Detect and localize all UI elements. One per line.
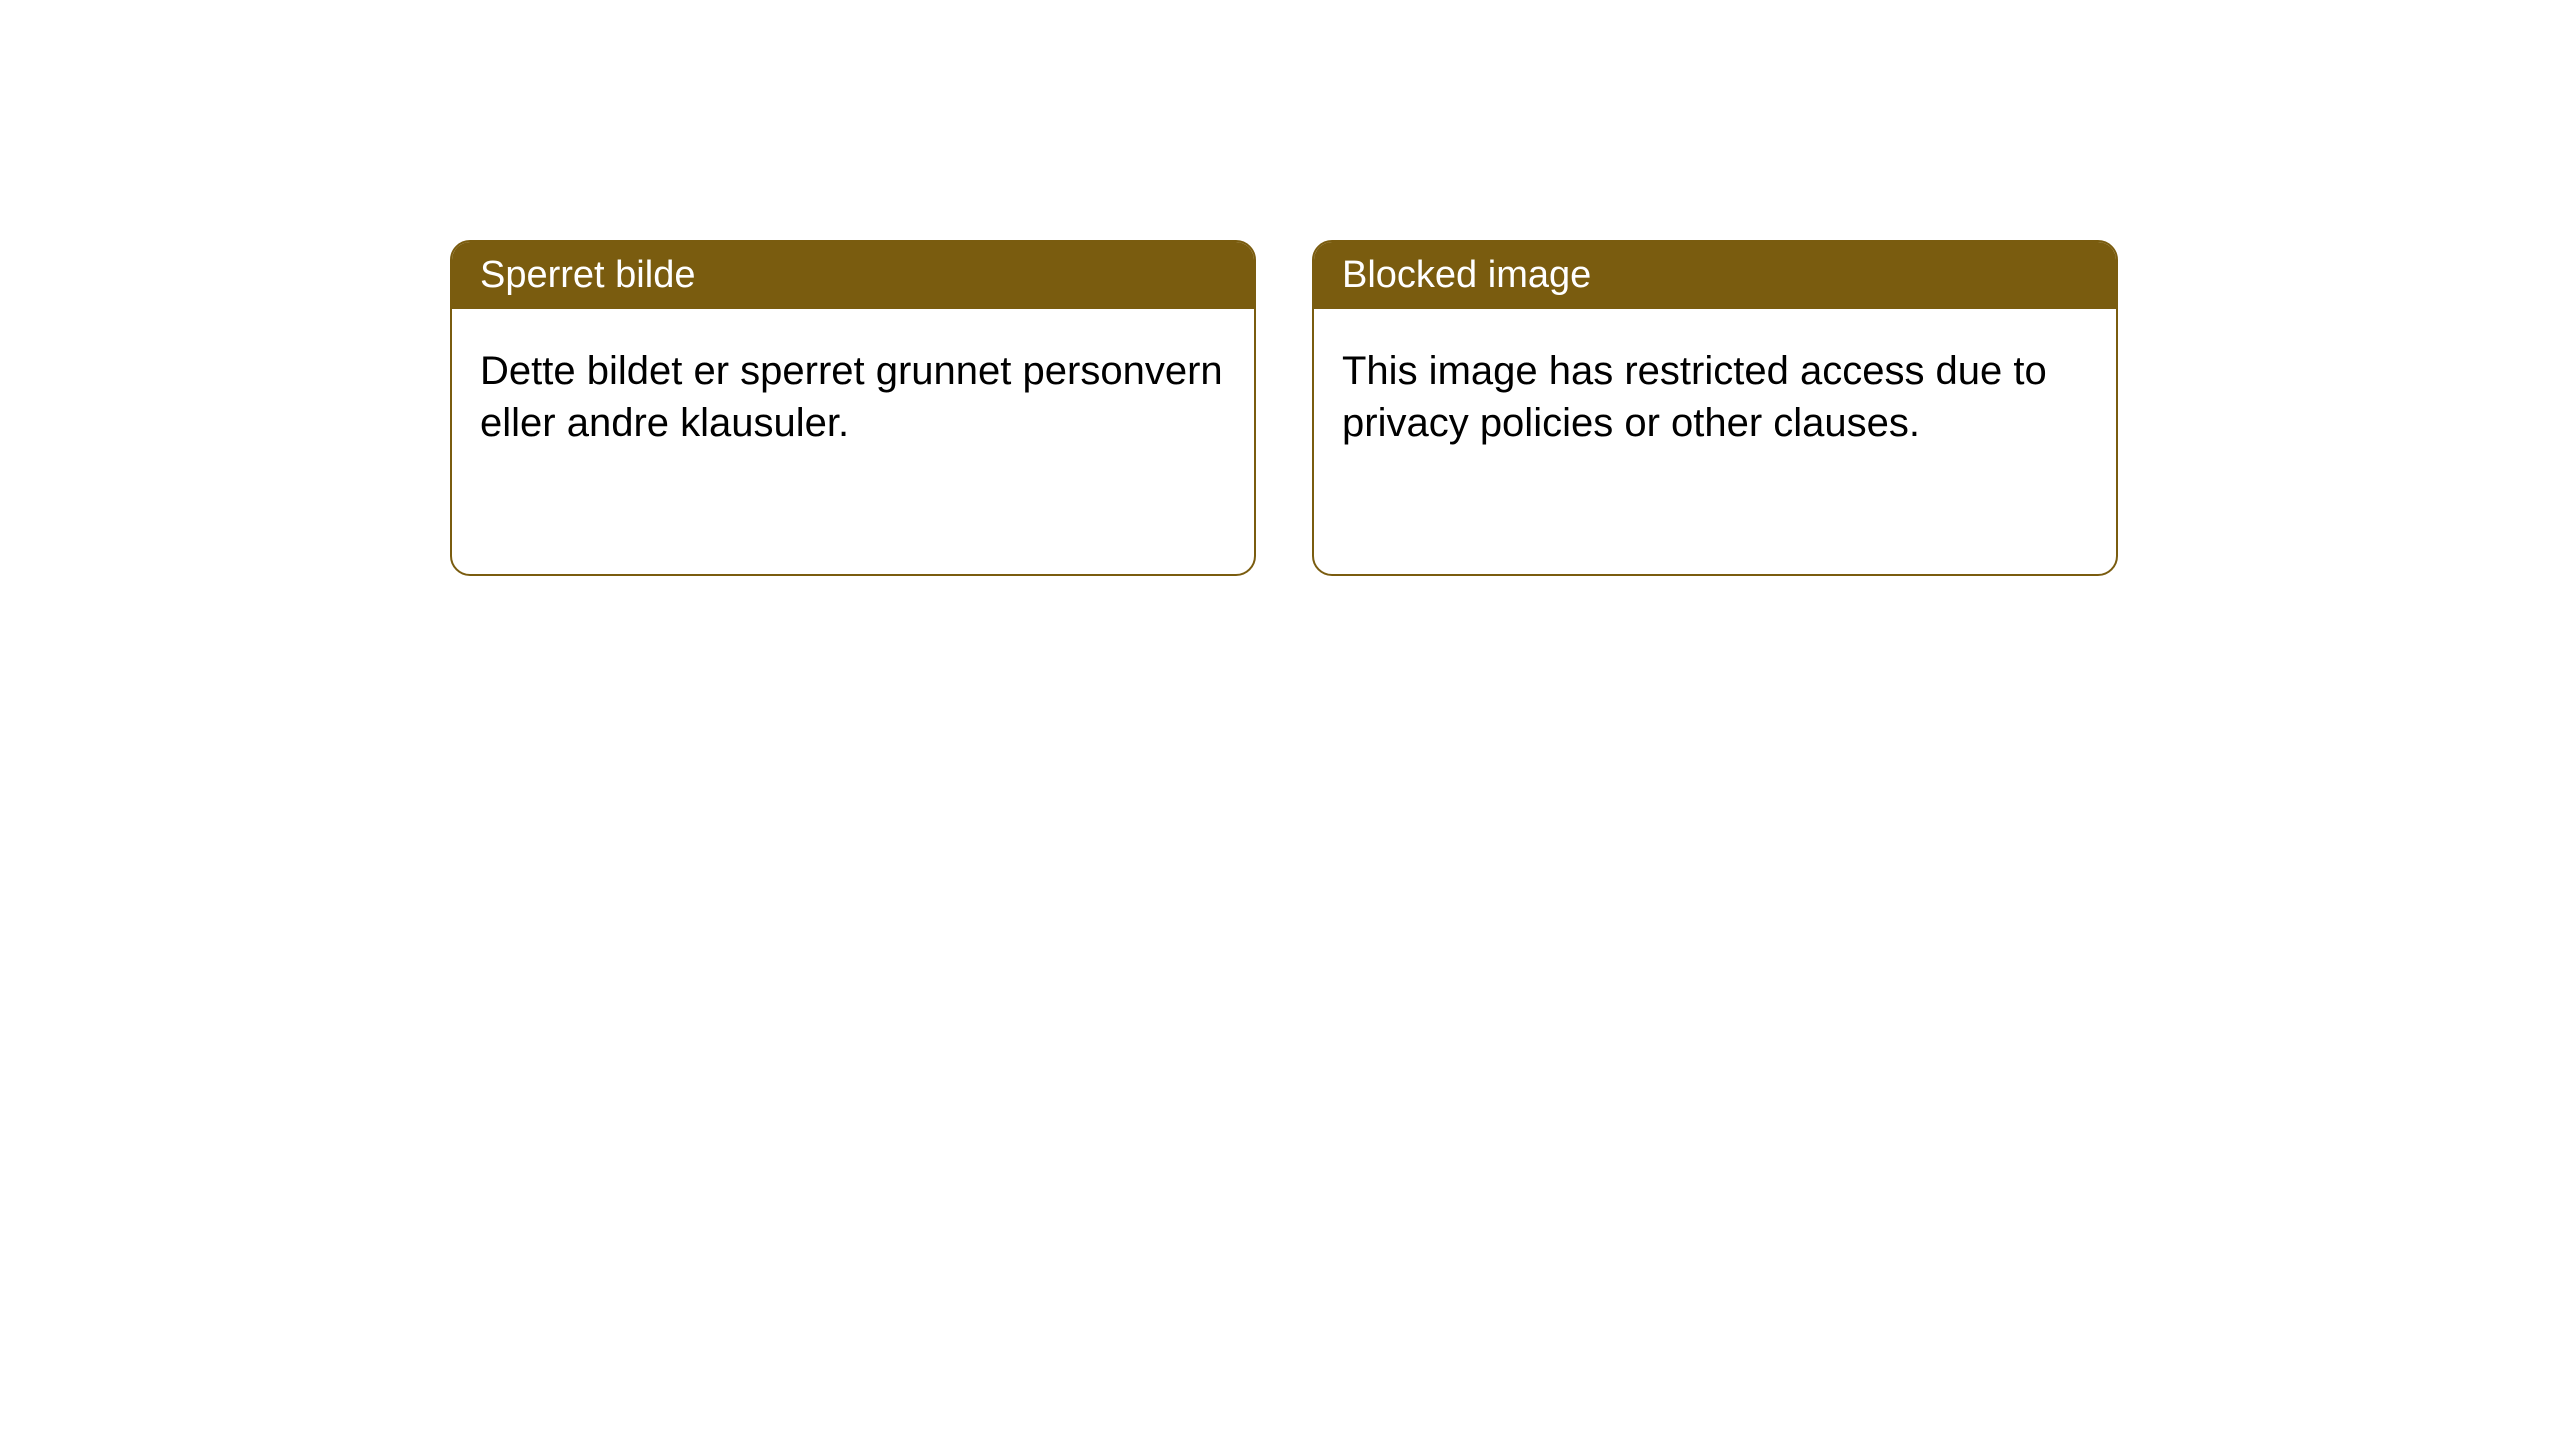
card-header-no: Sperret bilde <box>452 242 1254 309</box>
cards-container: Sperret bilde Dette bildet er sperret gr… <box>0 0 2560 576</box>
card-title-no: Sperret bilde <box>480 254 695 296</box>
card-text-en: This image has restricted access due to … <box>1342 349 2047 445</box>
card-title-en: Blocked image <box>1342 254 1591 296</box>
blocked-image-card-en: Blocked image This image has restricted … <box>1312 240 2118 576</box>
blocked-image-card-no: Sperret bilde Dette bildet er sperret gr… <box>450 240 1256 576</box>
card-body-no: Dette bildet er sperret grunnet personve… <box>452 309 1254 485</box>
card-text-no: Dette bildet er sperret grunnet personve… <box>480 349 1223 445</box>
card-header-en: Blocked image <box>1314 242 2116 309</box>
card-body-en: This image has restricted access due to … <box>1314 309 2116 485</box>
